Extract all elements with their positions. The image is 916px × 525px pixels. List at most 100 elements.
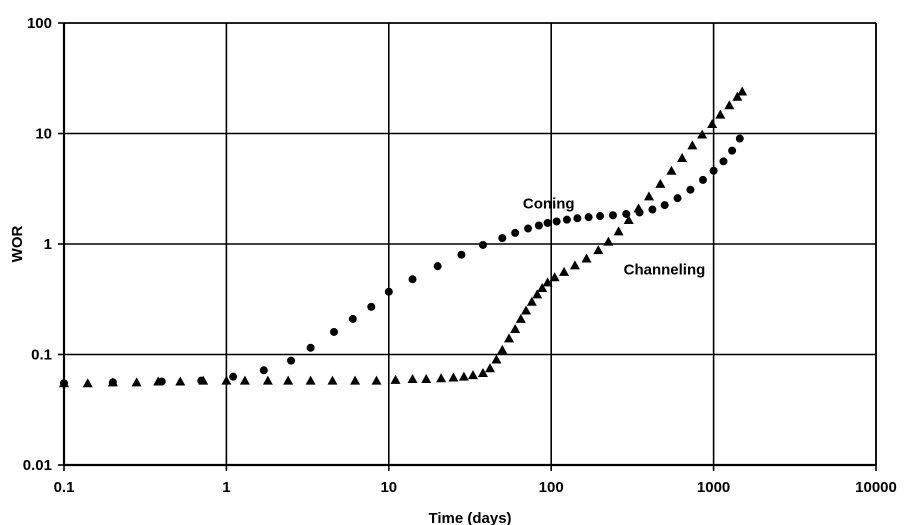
circle-point	[673, 194, 682, 203]
circle-point	[367, 302, 376, 311]
labels: Time (days) WOR Coning Channeling 0.1 1 10…	[9, 15, 897, 525]
x-tick-label: 10000	[855, 479, 897, 496]
triangle-point	[732, 91, 743, 101]
y-tick-label: 100	[27, 15, 52, 32]
triangle-point	[458, 371, 469, 381]
circle-point	[478, 240, 487, 249]
triangle-point	[603, 236, 614, 246]
triangle-point	[537, 282, 548, 292]
channeling-annotation: Channeling	[624, 262, 706, 279]
circle-point	[562, 215, 571, 224]
triangle-point	[198, 375, 209, 385]
circle-point	[608, 211, 617, 220]
triangle-point	[707, 118, 718, 128]
x-tick-label: 10	[380, 479, 397, 496]
circle-point	[584, 213, 593, 222]
x-tick-label: 1	[222, 479, 230, 496]
y-tick-label: 1	[44, 236, 52, 253]
circle-point	[259, 366, 268, 375]
circle-point	[735, 134, 744, 143]
triangle-point	[510, 324, 521, 334]
triangle-point	[677, 153, 688, 163]
circle-point	[524, 224, 533, 233]
triangle-point	[504, 333, 515, 343]
axes	[58, 22, 877, 471]
y-tick-label: 0.1	[31, 347, 52, 364]
coning-annotation: Coning	[523, 195, 575, 212]
circle-point	[648, 205, 657, 214]
y-tick-label: 10	[35, 126, 52, 143]
triangle-point	[153, 376, 164, 386]
circle-point	[719, 157, 728, 166]
circle-point	[709, 166, 718, 175]
circle-point	[306, 343, 315, 352]
triangle-point	[593, 245, 604, 255]
circle-point	[229, 372, 238, 381]
triangle-point	[175, 376, 186, 386]
triangle-point	[655, 178, 666, 188]
triangle-point	[407, 374, 418, 384]
y-axis-title: WOR	[9, 226, 26, 263]
triangle-point	[239, 375, 250, 385]
triangle-point	[262, 375, 273, 385]
triangle-point	[542, 277, 553, 287]
triangle-point	[737, 86, 748, 96]
triangle-point	[724, 100, 735, 110]
triangle-point	[131, 377, 142, 387]
triangle-point	[643, 191, 654, 201]
circle-point	[433, 262, 442, 271]
circle-point	[330, 327, 339, 336]
triangle-point	[485, 363, 496, 373]
triangle-point	[448, 372, 459, 382]
circle-point	[498, 234, 507, 243]
triangle-point	[623, 214, 634, 224]
triangle-point	[532, 289, 543, 299]
circle-point	[698, 175, 707, 184]
triangle-point	[687, 140, 698, 150]
circle-point	[596, 212, 605, 221]
triangle-point	[569, 260, 580, 270]
triangle-point	[350, 375, 361, 385]
circle-point	[384, 287, 393, 296]
triangle-point	[549, 272, 560, 282]
circle-point	[287, 356, 296, 365]
triangle-point	[613, 226, 624, 236]
triangle-point	[477, 368, 488, 378]
triangle-point	[371, 375, 382, 385]
triangle-point	[327, 375, 338, 385]
x-tick-label: 0.1	[54, 479, 75, 496]
triangle-point	[421, 374, 432, 384]
triangle-point	[515, 313, 526, 323]
circle-point	[534, 221, 543, 230]
x-tick-label: 1000	[697, 479, 730, 496]
triangle-point	[436, 373, 447, 383]
circle-point	[348, 314, 357, 323]
circle-point	[457, 250, 466, 259]
x-axis-title: Time (days)	[428, 510, 511, 525]
triangle-point	[633, 203, 644, 213]
circle-point	[728, 146, 737, 155]
triangle-point	[468, 370, 479, 380]
triangle-point	[526, 296, 537, 306]
circle-point	[543, 218, 552, 227]
triangle-point	[221, 375, 232, 385]
triangle-point	[283, 375, 294, 385]
circle-point	[660, 201, 669, 210]
triangle-point	[82, 378, 93, 388]
y-tick-label: 0.01	[23, 457, 52, 474]
triangle-point	[559, 266, 570, 276]
circle-point	[552, 217, 561, 226]
triangle-point	[581, 253, 592, 263]
triangle-point	[521, 305, 532, 315]
triangle-point	[666, 165, 677, 175]
triangle-point	[697, 129, 708, 139]
triangle-point	[390, 374, 401, 384]
triangle-point	[491, 354, 502, 364]
triangle-point	[107, 377, 118, 387]
x-tick-label: 100	[539, 479, 564, 496]
triangle-point	[305, 375, 316, 385]
circle-point	[686, 185, 695, 194]
